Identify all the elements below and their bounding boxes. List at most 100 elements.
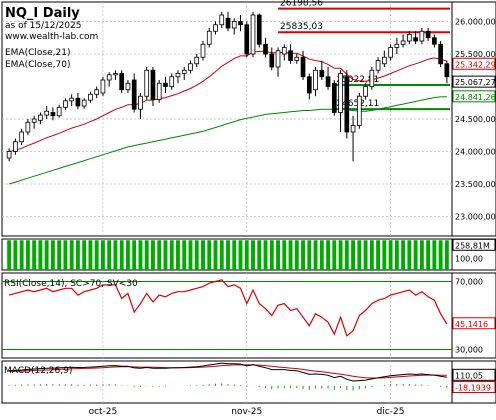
volume-bar (201, 240, 205, 270)
volume-bar (244, 240, 249, 270)
volume-bar (107, 240, 112, 270)
candle-body (338, 73, 343, 113)
candle-body (69, 97, 75, 102)
candle-body (269, 53, 275, 68)
volume-bar (444, 240, 449, 270)
candle-body (81, 99, 87, 107)
volume-bar (238, 240, 243, 270)
price-tick-label: 26.000,00 (455, 18, 496, 27)
axis-labels: oct-25 nov-25 dic-25 26.000,00 25.500,00 24.5… (89, 18, 496, 418)
volume-bar (413, 240, 418, 270)
volume-bar (82, 240, 87, 270)
candle-body (113, 73, 118, 76)
price-tick-label: 23.500,00 (455, 180, 496, 189)
volume-bar (182, 240, 187, 270)
candle-body (56, 106, 62, 117)
legend-ema70: EMA(Close,70) (5, 60, 70, 70)
candle-body (344, 76, 350, 133)
volume-bar (301, 240, 305, 270)
candle-body (281, 47, 287, 55)
ema70-line (8, 96, 447, 185)
candle-body (138, 95, 143, 110)
volume-bar (119, 240, 124, 270)
candle-body (188, 63, 193, 71)
volume-bar (63, 240, 68, 270)
volume-bar (276, 240, 280, 270)
volume-bar (382, 240, 387, 270)
candle-body (19, 131, 24, 143)
candle-body (363, 86, 368, 97)
axis-frame-macd (451, 360, 496, 404)
volume-bar (226, 240, 230, 270)
candle-body (131, 79, 137, 110)
volume-bar (13, 240, 18, 270)
macd-plot (8, 362, 448, 391)
legend-ema21: EMA(Close,21) (5, 48, 70, 58)
volume-bar (169, 240, 174, 270)
price-tick-label: 25.500,00 (455, 50, 496, 59)
rsi-value-box (452, 317, 496, 330)
volume-bar (113, 240, 118, 270)
candle-body (288, 50, 293, 61)
candle-body (294, 56, 300, 61)
volume-bar (338, 240, 343, 270)
candle-body (175, 73, 181, 78)
volume-bar (132, 240, 137, 270)
candle-body (413, 37, 418, 42)
price-value-label: 25.067,27 (455, 78, 496, 87)
candle-body (319, 69, 325, 78)
volume-tick-label: 100,00 (455, 255, 483, 264)
volume-bar (438, 240, 443, 270)
candle-body (400, 40, 406, 45)
candle-body (169, 76, 175, 87)
volume-bar (288, 240, 293, 270)
rsi-tick-label: 30,000 (455, 346, 483, 355)
chart-date: as of 15/12/2025 (5, 21, 81, 31)
volume-bar (75, 240, 80, 270)
volume-bar (263, 240, 268, 270)
candle-body (213, 24, 218, 32)
candle-body (444, 63, 450, 78)
rsi-plot (8, 279, 448, 337)
x-tick-label: oct-25 (89, 407, 118, 417)
resistance-level-label: 26198,56 (280, 0, 323, 9)
volume-bar (407, 240, 412, 270)
volume-bar (232, 240, 237, 270)
candle-body (63, 100, 68, 108)
macd-value-box (452, 368, 496, 381)
resistance-level-label: 25835,03 (280, 22, 323, 32)
volume-bar (401, 240, 406, 270)
volume-bar (126, 240, 130, 270)
volume-bar (25, 240, 30, 270)
volume-bar (363, 240, 368, 270)
axis-frame-rsi (451, 272, 496, 359)
x-tick-label: dic-25 (377, 407, 405, 417)
candle-body (275, 50, 281, 68)
volume-bar (194, 240, 199, 270)
volume-bar (50, 240, 55, 270)
volume-bar (207, 240, 212, 270)
candle-body (219, 14, 225, 26)
candle-body (181, 69, 187, 74)
volume-bar (138, 240, 143, 270)
candle-body (88, 93, 93, 101)
website-label: www.wealth-lab.com (5, 32, 98, 42)
candle-body (194, 56, 200, 65)
candle-body (438, 43, 443, 65)
macd-value-box (452, 381, 496, 394)
volume-bar (326, 240, 330, 270)
candle-body (44, 110, 49, 116)
volume-bar (57, 240, 62, 270)
candle-body (388, 47, 393, 58)
rsi-line (8, 279, 448, 337)
volume-bar (69, 240, 74, 270)
price-value-label: 25.342,29 (455, 60, 496, 69)
volume-bar (313, 240, 318, 270)
candle-body (119, 73, 125, 91)
price-tick-label: 23.000,00 (455, 213, 496, 222)
candle-body (144, 69, 150, 97)
volume-bar (319, 240, 324, 270)
volume-bar (351, 240, 356, 270)
volume-bar (151, 240, 155, 270)
